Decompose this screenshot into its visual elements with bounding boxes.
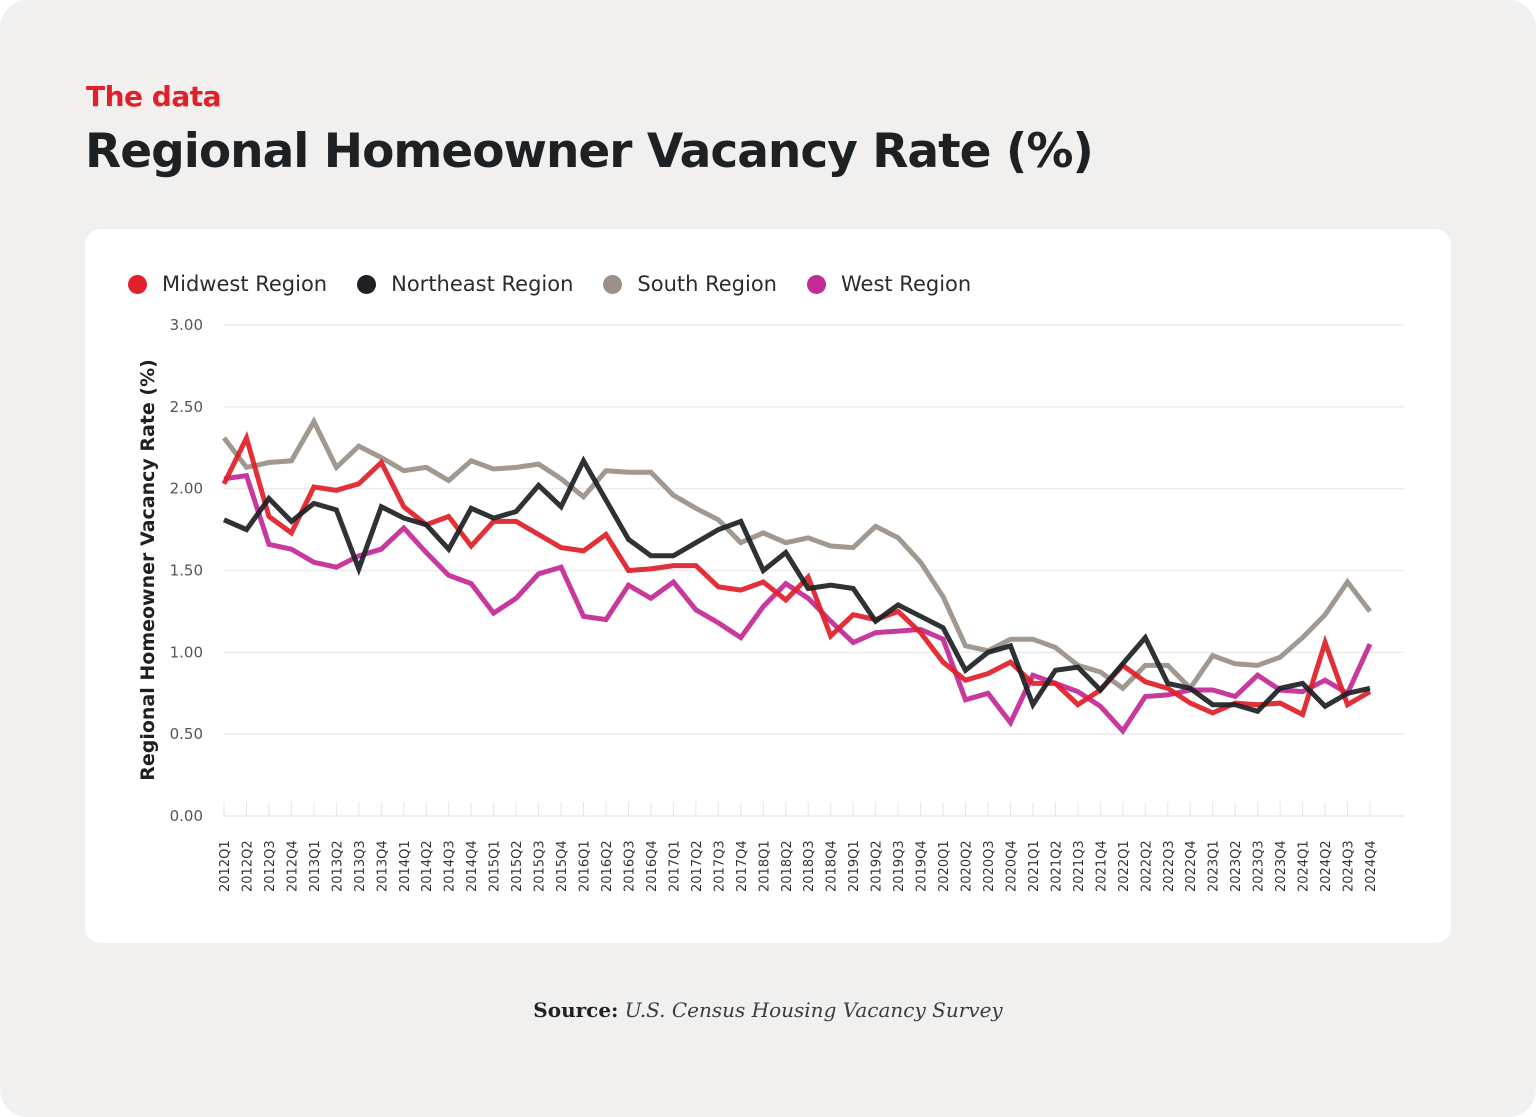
source-note: Source: U.S. Census Housing Vacancy Surv… (0, 998, 1536, 1022)
legend-dot (357, 274, 377, 294)
legend-dot (603, 274, 623, 294)
x-tick-label: 2020Q2 (960, 840, 975, 892)
kicker: The data (86, 80, 222, 113)
x-tick-label: 2024Q4 (1364, 840, 1379, 892)
x-tick-label: 2013Q2 (330, 840, 345, 892)
x-tick-label: 2017Q1 (667, 840, 682, 892)
x-tick-label: 2016Q1 (578, 840, 593, 892)
legend-item-northeast: Northeast Region (357, 272, 573, 296)
y-tick-label: 0.50 (170, 725, 203, 743)
y-axis-label: Regional Homeowner Vacancy Rate (%) (137, 359, 159, 781)
x-tick-label: 2012Q1 (218, 840, 233, 892)
x-tick-label: 2018Q2 (780, 840, 795, 892)
x-tick-label: 2023Q4 (1274, 840, 1289, 892)
legend-item-midwest: Midwest Region (128, 272, 327, 296)
x-tick-label: 2013Q1 (308, 840, 323, 892)
x-tick-label: 2020Q1 (937, 840, 952, 892)
x-tick-label: 2012Q3 (263, 840, 278, 892)
y-tick-label: 2.50 (170, 398, 203, 416)
y-tick-label: 0.00 (170, 807, 203, 825)
x-tick-label: 2024Q3 (1342, 840, 1357, 892)
x-tick-label: 2015Q4 (555, 840, 570, 892)
legend: Midwest Region Northeast Region South Re… (128, 272, 1001, 296)
x-tick-label: 2018Q4 (825, 840, 840, 892)
legend-label: Midwest Region (162, 272, 328, 296)
x-tick-label: 2021Q3 (1072, 840, 1087, 892)
x-tick-label: 2012Q2 (240, 840, 255, 892)
x-tick-label: 2020Q3 (982, 840, 997, 892)
y-tick-label: 1.00 (170, 643, 203, 661)
x-tick-label: 2014Q3 (443, 840, 458, 892)
x-tick-label: 2020Q4 (1004, 840, 1019, 892)
x-tick-label: 2013Q3 (353, 840, 368, 892)
x-tick-label: 2022Q1 (1117, 840, 1132, 892)
x-tick-label: 2019Q1 (847, 840, 862, 892)
x-tick-label: 2023Q1 (1207, 840, 1222, 892)
x-tick-label: 2018Q1 (757, 840, 772, 892)
x-tick-label: 2022Q4 (1184, 840, 1199, 892)
source-label: Source: (533, 998, 619, 1022)
x-tick-label: 2024Q2 (1319, 840, 1334, 892)
series-line-south-region (222, 416, 1372, 693)
x-tick-label: 2021Q4 (1094, 840, 1109, 892)
x-tick-label: 2015Q2 (510, 840, 525, 892)
x-tick-label: 2021Q1 (1027, 840, 1042, 892)
x-tick-label: 2023Q2 (1229, 840, 1244, 892)
x-tick-label: 2013Q4 (375, 840, 390, 892)
legend-label: South Region (637, 272, 777, 296)
series-line-northeast-region (223, 455, 1371, 715)
x-tick-label: 2019Q4 (915, 840, 930, 892)
x-tick-label: 2024Q1 (1297, 840, 1312, 892)
series-line-midwest-region (221, 430, 1372, 719)
x-tick-label: 2015Q3 (533, 840, 548, 892)
x-tick-label: 2017Q3 (712, 840, 727, 892)
x-tick-label: 2016Q4 (645, 840, 660, 892)
x-tick-label: 2015Q1 (488, 840, 503, 892)
y-tick-label: 2.00 (170, 480, 203, 498)
legend-dot (128, 274, 147, 294)
legend-label: West Region (841, 272, 972, 296)
legend-item-west: West Region (807, 272, 971, 296)
x-tick-label: 2022Q3 (1162, 840, 1177, 892)
x-tick-label: 2021Q2 (1049, 840, 1064, 892)
x-tick-label: 2012Q4 (285, 840, 300, 892)
legend-label: Northeast Region (391, 272, 574, 296)
x-tick-label: 2019Q3 (892, 840, 907, 892)
x-tick-label: 2022Q2 (1139, 840, 1154, 892)
x-tick-label: 2014Q4 (465, 840, 480, 892)
source-text: U.S. Census Housing Vacancy Survey (624, 998, 1003, 1022)
x-tick-label: 2014Q2 (420, 840, 435, 892)
legend-item-south: South Region (603, 272, 777, 296)
y-tick-label: 3.00 (170, 316, 203, 334)
x-tick-label: 2017Q4 (735, 840, 750, 892)
x-tick-label: 2014Q1 (398, 840, 413, 892)
x-tick-label: 2016Q2 (600, 840, 615, 892)
x-tick-label: 2023Q3 (1252, 840, 1267, 892)
page-title: Regional Homeowner Vacancy Rate (%) (85, 124, 1094, 179)
x-tick-label: 2016Q3 (622, 840, 637, 892)
y-tick-label: 1.50 (170, 562, 203, 580)
x-tick-label: 2018Q3 (802, 840, 817, 892)
x-tick-label: 2019Q2 (870, 840, 885, 892)
legend-dot (807, 274, 826, 294)
x-tick-label: 2017Q2 (690, 840, 705, 892)
